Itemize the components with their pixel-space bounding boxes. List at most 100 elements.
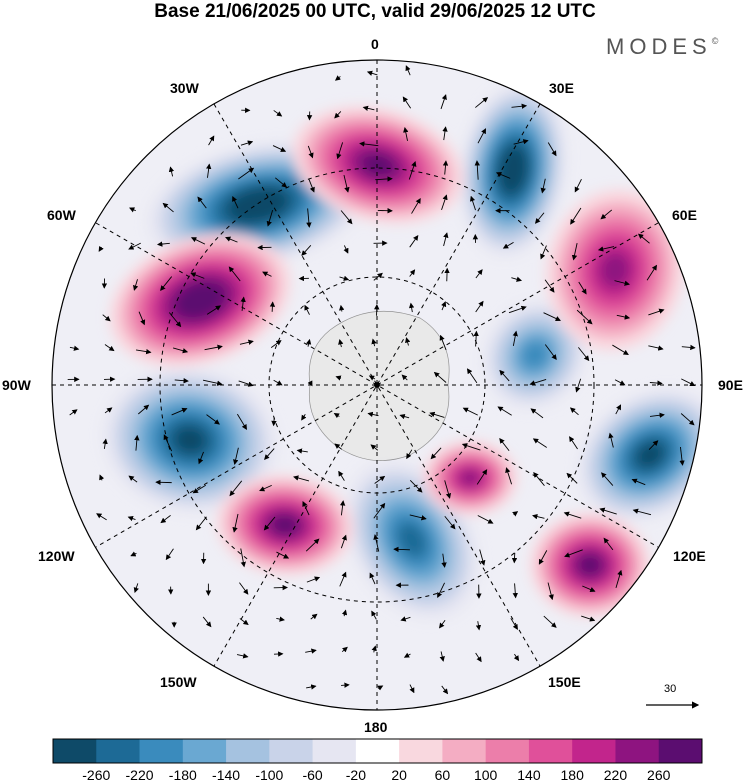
wind-arrow (477, 128, 486, 144)
colorbar-label: 100 (473, 767, 498, 783)
wind-arrow (333, 413, 340, 419)
wind-arrow (649, 380, 663, 386)
wind-arrow (508, 305, 527, 314)
wind-arrow (409, 269, 416, 277)
lon-label-0: 0 (371, 36, 379, 52)
anomaly-contour (184, 288, 216, 312)
wind-arrow (513, 653, 520, 662)
wind-arrow (442, 160, 449, 175)
wind-arrow (262, 271, 272, 277)
wind-arrow (529, 379, 547, 386)
reference-vector-label: 30 (664, 683, 677, 695)
wind-arrow (366, 70, 378, 76)
wind-arrow (637, 233, 650, 244)
wind-arrow (335, 375, 342, 381)
wind-arrow (190, 237, 206, 245)
wind-arrow (263, 516, 276, 531)
wind-arrow (134, 434, 140, 451)
wind-arrow (293, 475, 310, 482)
wind-arrow (563, 511, 582, 519)
wind-arrow (499, 437, 510, 451)
wind-arrow (475, 300, 484, 313)
wind-arrow (160, 515, 171, 524)
colorbar-swatch (226, 739, 270, 763)
wind-arrow (339, 304, 345, 312)
wind-arrow (547, 142, 557, 157)
lon-label-120e: 120E (673, 548, 706, 564)
wind-arrow (570, 207, 582, 225)
wind-arrow (430, 447, 442, 460)
wind-arrow (532, 513, 545, 520)
wind-arrow (302, 501, 310, 516)
wind-arrow (102, 438, 108, 449)
wind-arrow (99, 474, 105, 481)
wind-arrow (574, 179, 582, 193)
wind-arrow (462, 407, 478, 416)
wind-arrow (543, 615, 557, 628)
wind-arrow (377, 685, 384, 691)
wind-arrow (338, 470, 345, 481)
wind-arrow (239, 339, 254, 345)
colorbar (52, 738, 703, 764)
wind-arrow (206, 305, 222, 315)
wind-arrow (306, 208, 312, 228)
wind-arrow (440, 94, 447, 110)
wind-arrow (547, 582, 554, 601)
modes-logo: MODES© (606, 34, 718, 60)
wind-arrow (128, 242, 141, 250)
colorbar-swatch (572, 739, 616, 763)
wind-arrow (578, 347, 590, 362)
wind-arrow (441, 301, 447, 311)
lon-label-90w: 90W (2, 377, 31, 393)
wind-arrow (409, 514, 427, 521)
wind-arrow (402, 96, 412, 109)
wind-arrow (646, 264, 657, 281)
wind-arrow (276, 551, 290, 559)
wind-arrow (374, 475, 386, 484)
wind-arrow (239, 582, 249, 595)
map-boundary (51, 59, 703, 711)
wind-arrow (305, 338, 312, 347)
colorbar-label: 220 (603, 767, 628, 783)
wind-arrow (341, 609, 348, 617)
colorbar-swatch (485, 739, 530, 763)
lon-label-60e: 60E (672, 207, 697, 223)
wind-arrow (429, 411, 445, 418)
wind-arrow (405, 337, 411, 346)
wind-arrow (433, 371, 447, 383)
anomaly-contour (521, 340, 549, 370)
wind-arrow (238, 380, 254, 387)
wind-arrow (301, 245, 312, 256)
wind-arrow (229, 480, 243, 497)
wind-arrow (135, 348, 152, 355)
wind-arrow (343, 174, 350, 193)
wind-arrow (581, 615, 596, 622)
wind-arrow (571, 243, 578, 261)
wind-arrow (680, 413, 695, 426)
wind-arrow (614, 280, 630, 286)
anomaly-contour (599, 252, 631, 288)
wind-arrow (305, 538, 320, 552)
wind-arrow (475, 269, 483, 279)
wind-arrow (195, 516, 207, 531)
wind-arrow (499, 369, 510, 382)
wind-arrow (403, 126, 409, 141)
logo-text: MODES (606, 34, 712, 59)
anomaly-contour (397, 522, 427, 558)
lon-label-60w: 60W (47, 207, 76, 223)
wind-arrow (341, 646, 348, 653)
wind-arrow (240, 140, 254, 146)
wind-arrow (474, 160, 480, 180)
wind-arrow (511, 103, 528, 109)
lon-label-150w: 150W (160, 674, 197, 690)
wind-arrow (174, 378, 189, 384)
wind-arrow (681, 344, 696, 351)
wind-arrow (102, 314, 111, 322)
wind-arrow (466, 368, 478, 384)
wind-arrow (608, 432, 614, 448)
lon-label-120w: 120W (38, 548, 75, 564)
anomaly-contour (272, 515, 298, 535)
wind-arrow (259, 484, 272, 492)
logo-copyright-mark: © (711, 36, 719, 46)
wind-arrow (375, 176, 393, 182)
